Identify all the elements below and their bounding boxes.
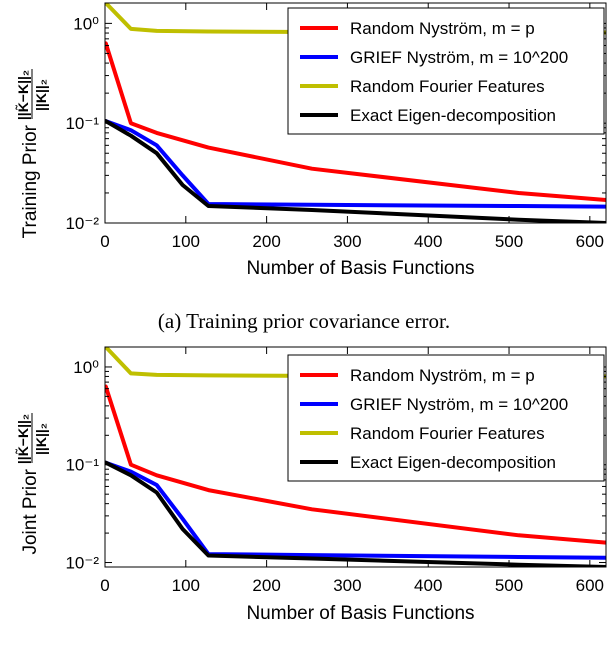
axes-frame xyxy=(104,2,607,224)
series-line-2 xyxy=(105,119,606,209)
series-line-4 xyxy=(105,119,606,223)
legend-entry-2: GRIEF Nyström, m = 10^200 xyxy=(350,48,568,67)
y-axis-label: Joint Prior ||K̃−K||₂ ||K||₂ xyxy=(14,413,49,555)
legend-entry-2: GRIEF Nyström, m = 10^200 xyxy=(350,395,568,414)
legend-entry-1: Random Nyström, m = p xyxy=(350,366,535,385)
figure-caption: (a) Training prior covariance error. xyxy=(158,309,450,333)
legend-entry-4: Exact Eigen-decomposition xyxy=(350,106,556,125)
series-line-1 xyxy=(105,384,606,545)
x-tick-label: 300 xyxy=(333,232,361,251)
y-tick-label: 10⁰ xyxy=(73,14,99,33)
y-tick-label: 10⁻¹ xyxy=(65,456,99,475)
x-axis-label: Number of Basis Functions xyxy=(246,258,474,279)
x-tick-label: 500 xyxy=(495,576,523,595)
legend-entry-4: Exact Eigen-decomposition xyxy=(350,453,556,472)
y-tick-label: 10⁰ xyxy=(73,358,99,377)
x-tick-label: 500 xyxy=(495,232,523,251)
y-axis-label-text: Joint Prior xyxy=(20,468,41,554)
x-tick-label: 200 xyxy=(252,232,280,251)
legend: Random Nyström, m = p GRIEF Nyström, m = … xyxy=(287,354,605,482)
y-tick-label: 10⁻² xyxy=(65,554,99,573)
plot-area xyxy=(105,3,606,223)
legend-box xyxy=(287,7,605,135)
series-line-2 xyxy=(105,460,606,560)
x-tick-label: 600 xyxy=(576,232,604,251)
x-tick-label: 100 xyxy=(172,576,200,595)
x-tick-label: 400 xyxy=(414,232,442,251)
legend-entry-3: Random Fourier Features xyxy=(350,424,545,443)
series-line-1 xyxy=(105,41,606,202)
legend-entry-3: Random Fourier Features xyxy=(350,77,545,96)
x-tick-label: 200 xyxy=(252,576,280,595)
x-tick-label: 600 xyxy=(576,576,604,595)
x-tick-label: 100 xyxy=(172,232,200,251)
chart-panel-2: 0 100 200 300 400 500 600 10⁰ 10⁻¹ 10⁻² Number of … xyxy=(14,346,607,624)
y-axis-label-numerator: ||K̃−K||₂ xyxy=(14,70,31,120)
x-tick-label: 400 xyxy=(414,576,442,595)
y-axis-label-numerator: ||K̃−K||₂ xyxy=(14,414,31,464)
y-tick-label: 10⁻² xyxy=(65,214,99,233)
x-axis-label: Number of Basis Functions xyxy=(246,603,474,624)
y-axis-label-denominator: ||K||₂ xyxy=(33,423,49,455)
x-tick-label: 300 xyxy=(333,576,361,595)
y-axis-label-denominator: ||K||₂ xyxy=(33,79,49,111)
x-tick-label: 0 xyxy=(100,576,109,595)
y-tick-label: 10⁻¹ xyxy=(65,114,99,133)
legend-entry-1: Random Nyström, m = p xyxy=(350,19,535,38)
legend: Random Nyström, m = p GRIEF Nyström, m = … xyxy=(287,7,605,135)
legend-box xyxy=(287,354,605,482)
axes-frame xyxy=(104,346,607,568)
series-line-4 xyxy=(105,460,606,567)
chart-panel-1: 0 100 200 300 400 500 600 10⁰ 10⁻¹ 10⁻² Number of … xyxy=(14,2,607,333)
y-axis-label-text: Training Prior xyxy=(20,124,41,238)
y-axis-label: Training Prior ||K̃−K||₂ ||K||₂ xyxy=(14,69,49,238)
x-tick-label: 0 xyxy=(100,232,109,251)
